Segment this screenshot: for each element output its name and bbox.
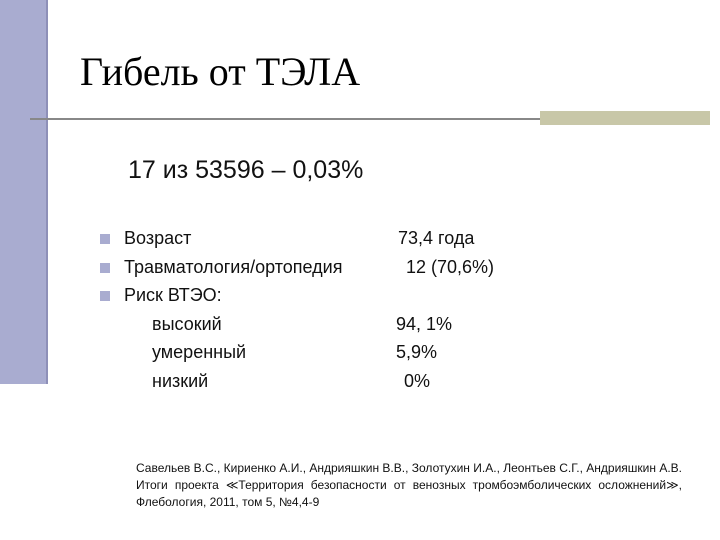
item-label: умеренный <box>152 342 247 362</box>
reference: Савельев В.С., Кириенко А.И., Андрияшкин… <box>136 461 682 509</box>
item-value: 73,4 года <box>398 228 475 248</box>
bullet <box>100 234 110 244</box>
title-rule <box>30 118 540 120</box>
bullet <box>100 262 110 273</box>
item-label: Риск ВТЭО: <box>124 285 222 305</box>
sidebar <box>0 0 48 384</box>
rule-accent <box>540 111 710 125</box>
item-label: низкий <box>152 370 209 391</box>
item-value: 5,9% <box>396 342 438 362</box>
item-label: Травматология/ортопедия <box>124 256 343 277</box>
item-label: высокий <box>152 313 222 334</box>
item-label: Возраст <box>124 228 192 248</box>
subtitle: 17 из 53596 – 0,03% <box>128 156 364 184</box>
item-value: 12 (70,6%) <box>406 256 495 277</box>
item-value: 94, 1% <box>396 313 453 334</box>
item-value: 0% <box>404 370 431 391</box>
bullet <box>100 291 110 301</box>
title: Гибель от ТЭЛА <box>80 49 361 94</box>
